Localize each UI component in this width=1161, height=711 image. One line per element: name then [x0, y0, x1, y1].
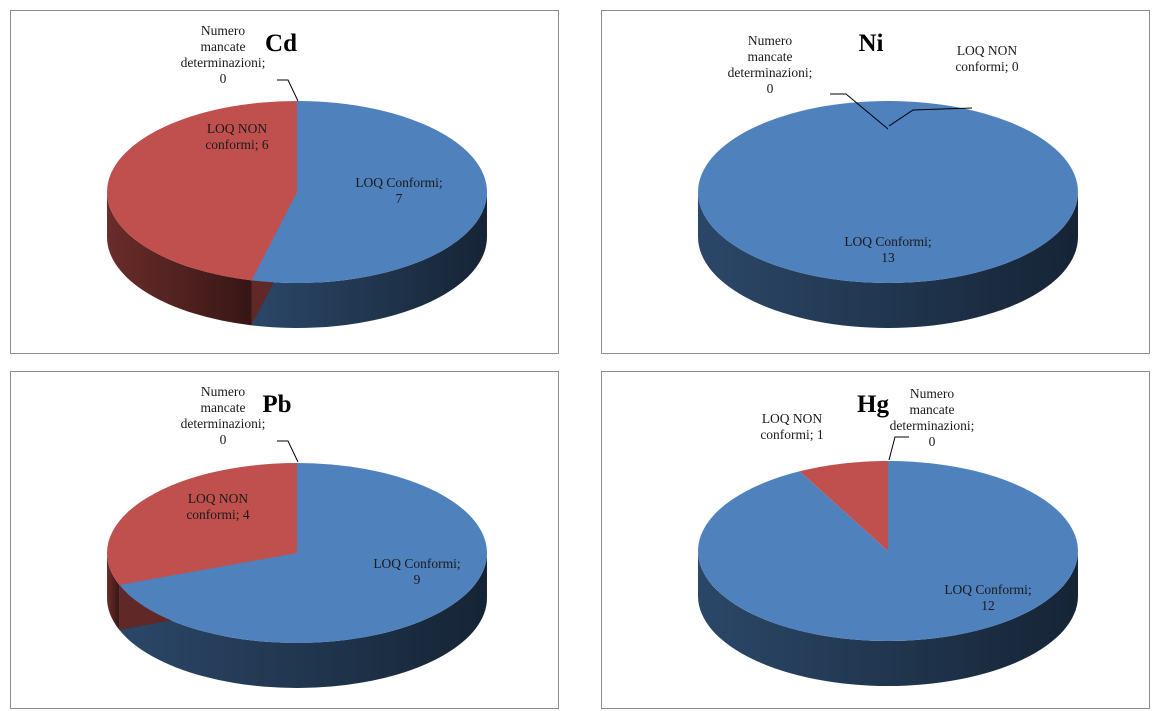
pie-chart-pb: Pb LOQ Conformi; 9 LOQ NON conformi; 4 Numero… [106, 384, 488, 688]
data-label-numero-mancate-determinazioni: Numero mancate determinazioni; 0 [181, 23, 266, 86]
data-label-leader-loq-non-conformi [888, 107, 973, 127]
pie-side-loq-conformi [119, 553, 488, 688]
data-label-loq-conformi: LOQ Conformi; 9 [373, 556, 460, 587]
chart-panel-ni: Ni LOQ Conformi; 13 LOQ NON conformi; 0 Numer… [601, 10, 1150, 354]
data-label-loq-conformi: LOQ Conformi; 7 [355, 175, 442, 206]
pie-chart-ni: Ni LOQ Conformi; 13 LOQ NON conformi; 0 Numer… [698, 30, 1078, 328]
chart-title: Hg [857, 391, 889, 418]
data-label-loq-conformi: LOQ Conformi; 13 [844, 234, 931, 265]
pie-side-walls [698, 551, 1078, 686]
pie-side-loq-non-conformi [107, 553, 120, 630]
pie-slice-loq-conformi [119, 463, 487, 643]
pie-top [697, 461, 1078, 641]
pie-side-loq-conformi [251, 192, 487, 329]
data-label-loq-non-conformi: LOQ NON conformi; 0 [955, 43, 1019, 74]
data-label-loq-non-conformi: LOQ NON conformi; 4 [186, 491, 250, 522]
data-label-loq-conformi: LOQ Conformi; 12 [944, 582, 1031, 613]
data-label-numero-mancate-determinazioni: Numero mancate determinazioni; 0 [890, 386, 975, 449]
data-label-leader-numero-mancate-determinazioni [830, 93, 889, 130]
pie-chart-hg: Hg LOQ Conformi; 12 LOQ NON conformi; 1 Numer… [697, 386, 1078, 686]
data-label-numero-mancate-determinazioni: Numero mancate determinazioni; 0 [181, 384, 266, 447]
pie-slice-loq-conformi [698, 101, 1078, 283]
pie-side-loq-conformi [698, 192, 1078, 328]
data-label-loq-non-conformi: LOQ NON conformi; 6 [205, 121, 269, 152]
pie-slice-loq-conformi [251, 101, 487, 283]
pie-side-walls [698, 192, 1078, 328]
pie-slice-loq-non-conformi [106, 101, 297, 281]
data-label-numero-mancate-determinazioni: Numero mancate determinazioni; 0 [728, 33, 813, 96]
data-label-leader-numero-mancate-determinazioni [277, 440, 299, 463]
data-label-leader-numero-mancate-determinazioni [277, 79, 299, 102]
pie-side-loq-conformi [698, 551, 1078, 686]
chart-title: Ni [859, 30, 884, 57]
data-label-loq-non-conformi: LOQ NON conformi; 1 [760, 411, 823, 442]
pie-top [106, 101, 487, 283]
chart-panel-pb: Pb LOQ Conformi; 9 LOQ NON conformi; 4 Numero… [10, 371, 559, 709]
chart-title: Cd [265, 30, 297, 57]
pie-slice-loq-non-conformi [106, 463, 297, 585]
data-label-leader-numero-mancate-determinazioni [888, 436, 909, 461]
pie-slice-loq-conformi [697, 461, 1078, 641]
chart-panel-hg: Hg LOQ Conformi; 12 LOQ NON conformi; 1 Numer… [601, 371, 1150, 709]
pie-top [698, 101, 1078, 283]
chart-panel-cd: Cd LOQ Conformi; 7 LOQ NON conformi; 6 Numero… [10, 10, 559, 354]
pie-top [106, 463, 487, 643]
chart-title: Pb [262, 391, 291, 418]
pie-slice-loq-non-conformi [799, 461, 888, 551]
pie-side-loq-non-conformi [107, 192, 252, 326]
pie-chart-cd: Cd LOQ Conformi; 7 LOQ NON conformi; 6 Numero… [106, 23, 487, 329]
